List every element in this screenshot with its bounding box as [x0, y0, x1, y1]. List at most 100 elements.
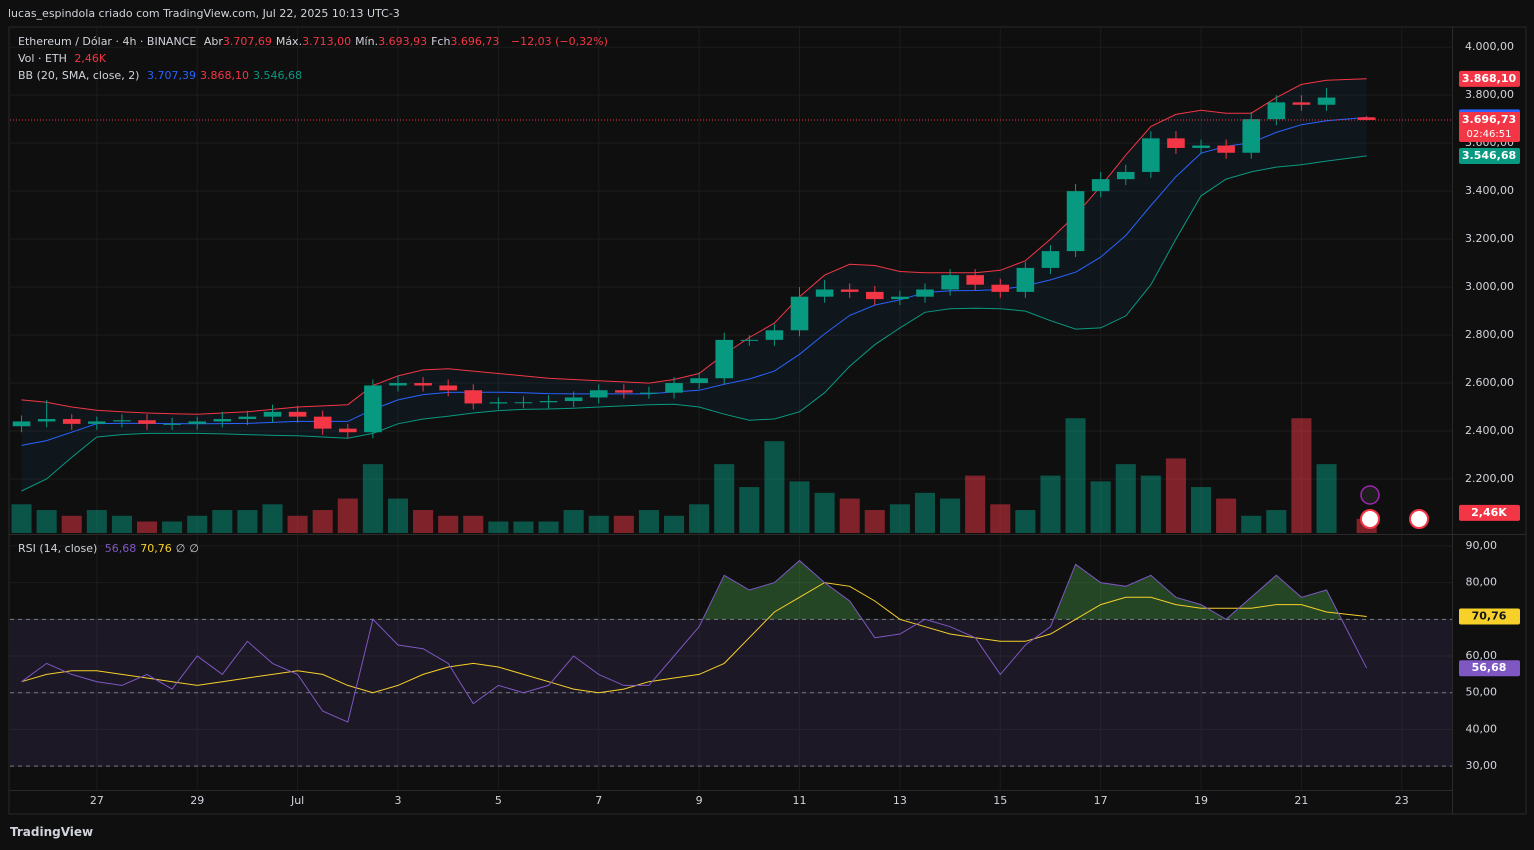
x-tick-label: 11 — [793, 794, 807, 807]
frame — [8, 26, 1527, 815]
candle-body — [765, 330, 784, 340]
y-tick-label: 2.800,00 — [1465, 328, 1514, 341]
price-badge-label: 2,46K — [1471, 506, 1507, 519]
candle-body — [37, 419, 56, 422]
volume-bar — [990, 504, 1011, 533]
volume-bar — [1040, 475, 1061, 533]
change: −12,03 (−0,32%) — [510, 35, 608, 48]
ohlc-value: 3.707,69 — [222, 35, 272, 48]
x-tick-label: 19 — [1194, 794, 1208, 807]
volume-name: Vol · ETH — [18, 52, 67, 65]
volume-bar — [111, 515, 132, 533]
candle-body — [564, 397, 583, 402]
volume-bar — [438, 515, 459, 533]
candle-body — [1192, 145, 1210, 148]
volume-bar — [638, 510, 659, 533]
volume-bar — [613, 515, 634, 533]
x-tick-label: 23 — [1395, 794, 1409, 807]
rsi-value: ∅ — [189, 542, 199, 555]
price-badge-label: 56,68 — [1472, 661, 1507, 674]
candle-body — [313, 416, 332, 429]
volume-bar — [814, 492, 835, 533]
volume-bar — [488, 521, 509, 533]
volume-bar — [136, 521, 158, 533]
bb-lower — [21, 155, 1367, 492]
volume-bar — [1266, 510, 1287, 533]
candle-body — [464, 390, 483, 404]
candle-body — [414, 383, 432, 386]
volume-bar — [387, 498, 409, 533]
volume-bar — [162, 521, 183, 533]
price-badge — [1459, 660, 1520, 677]
x-tick-label: 15 — [993, 794, 1007, 807]
candle-body — [1041, 251, 1060, 268]
x-tick-label: 3 — [394, 794, 401, 807]
volume-bar — [1291, 418, 1312, 533]
rsi-tick-label: 60,00 — [1466, 649, 1498, 662]
bb-basis — [21, 116, 1367, 446]
candle-body — [1016, 267, 1035, 292]
legend-bb: BB (20, SMA, close, 2) 3.707,39 3.868,10 3… — [18, 69, 306, 82]
candle-body — [891, 296, 909, 300]
y-tick-label: 3.800,00 — [1465, 88, 1514, 101]
y-tick-label: 3.000,00 — [1465, 280, 1514, 293]
rsi-name: RSI (14, close) — [18, 542, 98, 555]
volume-bar — [965, 475, 986, 533]
event-icon — [1409, 509, 1429, 529]
candle-body — [1267, 102, 1286, 120]
candle-body — [966, 275, 984, 285]
header: lucas_espindola criado com TradingView.c… — [8, 7, 400, 20]
volume-bar — [689, 504, 710, 533]
symbol: Ethereum / Dólar · 4h · BINANCE — [18, 35, 197, 48]
bb-value: 3.707,39 — [146, 69, 196, 82]
ohlc-value: 3.693,93 — [378, 35, 428, 48]
candle-body — [1167, 138, 1185, 148]
candle-body — [690, 378, 708, 384]
rsi-ma-line — [21, 582, 1367, 694]
volume-bar — [362, 464, 383, 533]
volume-bar — [739, 487, 760, 533]
bb-name: BB (20, SMA, close, 2) — [18, 69, 140, 82]
candle-body — [12, 421, 31, 427]
x-tick-label: 17 — [1094, 794, 1108, 807]
y-tick-label: 2.400,00 — [1465, 424, 1514, 437]
rsi-overbought-fill — [702, 560, 1342, 620]
y-tick-label: 2.600,00 — [1465, 376, 1514, 389]
price-badge — [1459, 70, 1520, 87]
legend-volume: Vol · ETH 2,46K — [18, 52, 110, 65]
candle-body — [1317, 97, 1336, 105]
volume-bar — [839, 498, 860, 533]
candle-body — [364, 385, 382, 433]
candle-body — [740, 339, 759, 341]
x-tick-label: 27 — [90, 794, 104, 807]
candle-body — [514, 402, 533, 404]
price-badge-label: 3.868,10 — [1462, 72, 1517, 85]
volume-bar — [212, 510, 233, 533]
candle-body — [840, 289, 859, 292]
candle-body — [1066, 191, 1085, 252]
volume-bar — [1165, 458, 1186, 533]
event-icon — [1360, 485, 1380, 505]
candle-body — [640, 392, 658, 394]
legend-main: Ethereum / Dólar · 4h · BINANCE Abr3.707… — [18, 35, 612, 48]
rsi-value: 56,68 — [104, 542, 137, 555]
candle-body — [1091, 179, 1110, 192]
volume-bar — [1216, 498, 1237, 533]
x-tick-label: 7 — [595, 794, 602, 807]
rsi-value: ∅ — [175, 542, 186, 555]
bb-upper — [21, 78, 1367, 415]
volume-bar — [914, 492, 936, 533]
candle-body — [715, 339, 734, 379]
volume-bar — [889, 504, 910, 533]
candle-body — [163, 423, 181, 425]
ohlc-name: Máx. — [275, 35, 303, 48]
volume-bar — [337, 498, 358, 533]
candle-body — [88, 421, 106, 424]
candle-body — [941, 275, 959, 290]
volume-bar — [1115, 464, 1136, 533]
ohlc-name: Mín. — [355, 35, 379, 48]
price-badge-label: 70,76 — [1472, 610, 1507, 623]
candle-body — [790, 296, 809, 331]
volume-bar — [1140, 475, 1161, 533]
volume-bar — [789, 481, 810, 533]
